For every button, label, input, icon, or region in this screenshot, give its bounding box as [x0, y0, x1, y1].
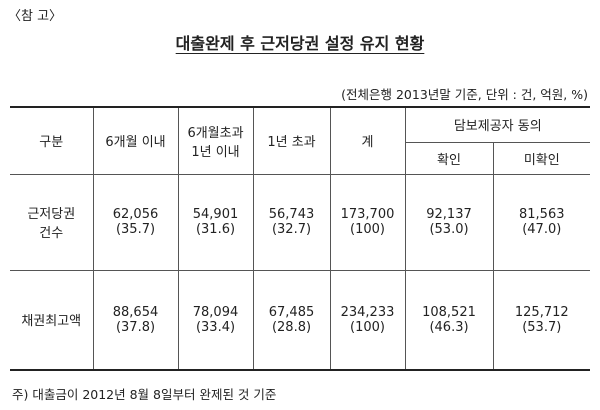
header-text: 구분	[39, 135, 64, 151]
header-cell: 6개월초과 1년 이내	[177, 106, 254, 175]
header-cell: 담보제공자 동의	[404, 106, 591, 143]
value: 173,700	[340, 207, 395, 222]
data-cell: 62,056 (35.7)	[92, 173, 179, 271]
header-row: 구분 6개월 이내 6개월초과 1년 이내 1년 초과 계 담보제공자 동의	[10, 106, 591, 175]
data-cell: 78,094 (33.4)	[177, 269, 254, 371]
data-cell: 88,654 (37.8)	[92, 269, 179, 371]
value: 67,485	[268, 304, 315, 320]
cell-content: 173,700 (100)	[331, 207, 405, 237]
unit-note: (전체은행 2013년말 기준, 단위 : 건, 억원, %)	[341, 87, 588, 102]
cell-content: 92,137 (53.0)	[406, 207, 493, 237]
footnote: 주) 대출금이 2012년 8월 8일부터 완제된 것 기준	[12, 387, 277, 402]
share: (100)	[350, 319, 385, 335]
data-cell: 81,563 (47.0)	[492, 173, 591, 271]
row-label-text: 근저당권	[27, 207, 76, 222]
row-label-text: 채권최고액	[21, 314, 82, 330]
value: 81,563	[519, 207, 565, 222]
cell-content: 88,654 (37.8)	[94, 305, 178, 335]
share: (31.6)	[195, 222, 236, 237]
header-text: 6개월 이내	[105, 135, 166, 151]
cell-content: 56,743 (32.7)	[254, 207, 330, 237]
header-text: 1년 초과	[267, 135, 316, 151]
data-cell: 173,700 (100)	[329, 173, 406, 271]
cell-content: 234,233 (100)	[331, 305, 405, 335]
header-text: 6개월초과	[187, 125, 244, 141]
header-cell: 구분	[10, 106, 94, 175]
value: 108,521	[422, 304, 476, 320]
header-cell: 확인	[405, 141, 494, 175]
data-cell: 92,137 (53.0)	[404, 173, 494, 271]
data-cell: 125,712 (53.7)	[492, 269, 591, 371]
share: (53.7)	[522, 319, 562, 335]
label: 〈참 고〉	[8, 9, 63, 24]
share: (53.0)	[429, 222, 469, 237]
body-row: 채권최고액 88,654 (37.8) 78,094 (33.4) 67,485 (28.8…	[10, 269, 591, 371]
header-cell: 미확인	[492, 141, 591, 175]
share: (32.7)	[271, 222, 312, 237]
cell-content: 62,056 (35.7)	[94, 207, 178, 237]
data-cell: 56,743 (32.7)	[252, 173, 331, 271]
cell-content: 81,563 (47.0)	[494, 207, 591, 237]
title-text: 대출완제 후 근저당권 설정 유지 현황	[175, 34, 425, 53]
header-text: 계	[361, 135, 374, 151]
share: (28.8)	[271, 319, 312, 335]
cell-content: 125,712 (53.7)	[494, 305, 591, 335]
data-cell: 108,521 (46.3)	[404, 269, 494, 371]
cell-content: 54,901 (31.6)	[179, 207, 253, 237]
value: 88,654	[112, 304, 159, 320]
share: (46.3)	[429, 319, 469, 335]
share: (47.0)	[522, 222, 562, 237]
share: (37.8)	[115, 319, 156, 335]
value: 56,743	[268, 207, 315, 222]
value: 78,094	[192, 304, 239, 320]
value: 54,901	[192, 207, 239, 222]
body-row: 근저당권 건수 62,056 (35.7) 54,901 (31.6) 56,743 (32.…	[10, 173, 591, 271]
share: (33.4)	[195, 319, 236, 335]
row-label: 채권최고액	[10, 269, 94, 371]
cell-content: 78,094 (33.4)	[179, 305, 253, 335]
header-text: 1년 이내	[191, 144, 240, 160]
value: 62,056	[112, 207, 159, 222]
data-cell: 234,233 (100)	[329, 269, 406, 371]
title: 대출완제 후 근저당권 설정 유지 현황	[0, 30, 600, 54]
table: 구분 6개월 이내 6개월초과 1년 이내 1년 초과 계 담보제공자 동의 확인…	[10, 106, 591, 371]
share: (35.7)	[115, 222, 156, 237]
data-cell: 67,485 (28.8)	[252, 269, 331, 371]
value: 234,233	[340, 304, 395, 320]
row-label-text: 건수	[39, 226, 64, 241]
header-cell: 1년 초과	[252, 106, 331, 175]
header-row: 확인 미확인	[10, 141, 591, 175]
cell-content: 108,521 (46.3)	[406, 305, 493, 335]
data-cell: 54,901 (31.6)	[177, 173, 254, 271]
cell-content: 67,485 (28.8)	[254, 305, 330, 335]
share: (100)	[350, 222, 385, 237]
value: 125,712	[514, 304, 569, 320]
value: 92,137	[426, 207, 472, 222]
header-cell: 계	[329, 106, 406, 175]
header-cell: 6개월 이내	[92, 106, 179, 175]
